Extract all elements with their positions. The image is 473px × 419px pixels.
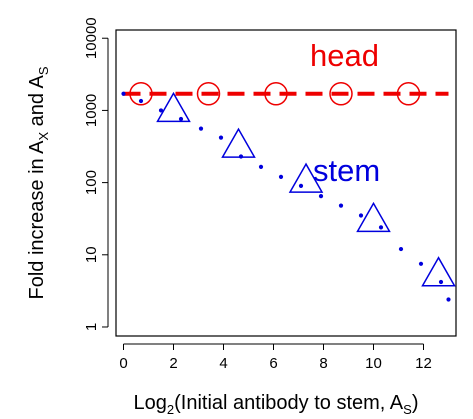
y-axis-title: Fold increase in AX and AS: [26, 66, 51, 299]
x-tick-label: 2: [169, 355, 177, 372]
stem-dot: [198, 126, 204, 131]
x-axis-title: Log2(Initial antibody to stem, AS): [134, 392, 419, 417]
stem-dot: [446, 297, 451, 302]
stem-marker-triangle: [156, 91, 191, 123]
stem-dot: [358, 213, 364, 218]
x-axis: 0 2 4 6 8 10 12: [119, 343, 432, 372]
y-tick-label: 1: [83, 323, 100, 331]
stem-dot: [398, 246, 404, 252]
x-tick-label: 6: [269, 355, 277, 372]
stem-dot: [121, 91, 126, 96]
head-marker-circle: [396, 82, 421, 106]
stem-dot: [138, 98, 144, 104]
x-tick-label: 0: [119, 355, 127, 372]
x-tick-label: 12: [415, 355, 432, 372]
stem-marker-triangle: [288, 162, 324, 193]
head-marker-circle: [196, 82, 221, 106]
series-label-head: head: [310, 38, 379, 73]
stem-markers-layer: [156, 91, 456, 287]
head-markers-layer: [129, 82, 421, 106]
plot-frame: [115, 29, 457, 337]
series-label-stem: stem: [313, 153, 380, 188]
y-axis: 1 10 100 1000 10000: [83, 17, 109, 331]
stem-dot: [258, 164, 264, 170]
stem-dot: [178, 116, 184, 122]
y-tick-label: 100: [83, 170, 100, 195]
stem-dot: [298, 183, 304, 189]
head-marker-circle: [264, 82, 288, 106]
y-tick-label: 1000: [83, 94, 100, 127]
stem-marker-triangle: [421, 256, 456, 287]
y-tick-label: 10000: [83, 17, 100, 59]
stem-dot: [278, 174, 284, 179]
head-marker-circle: [129, 82, 153, 106]
x-tick-label: 10: [365, 355, 382, 372]
stem-dots-layer: [121, 91, 451, 302]
head-marker-circle: [329, 82, 353, 106]
x-tick-label: 8: [319, 355, 327, 372]
stem-dot: [418, 261, 424, 266]
x-tick-label: 4: [219, 355, 227, 372]
stem-dot: [218, 135, 224, 140]
stem-dot: [318, 194, 324, 199]
stem-dot: [438, 279, 444, 285]
stem-marker-triangle: [356, 201, 391, 233]
y-tick-label: 10: [83, 246, 100, 263]
stem-marker-triangle: [221, 127, 256, 158]
stem-dot: [158, 108, 164, 113]
stem-dot: [378, 225, 384, 230]
stem-dot: [338, 203, 344, 208]
